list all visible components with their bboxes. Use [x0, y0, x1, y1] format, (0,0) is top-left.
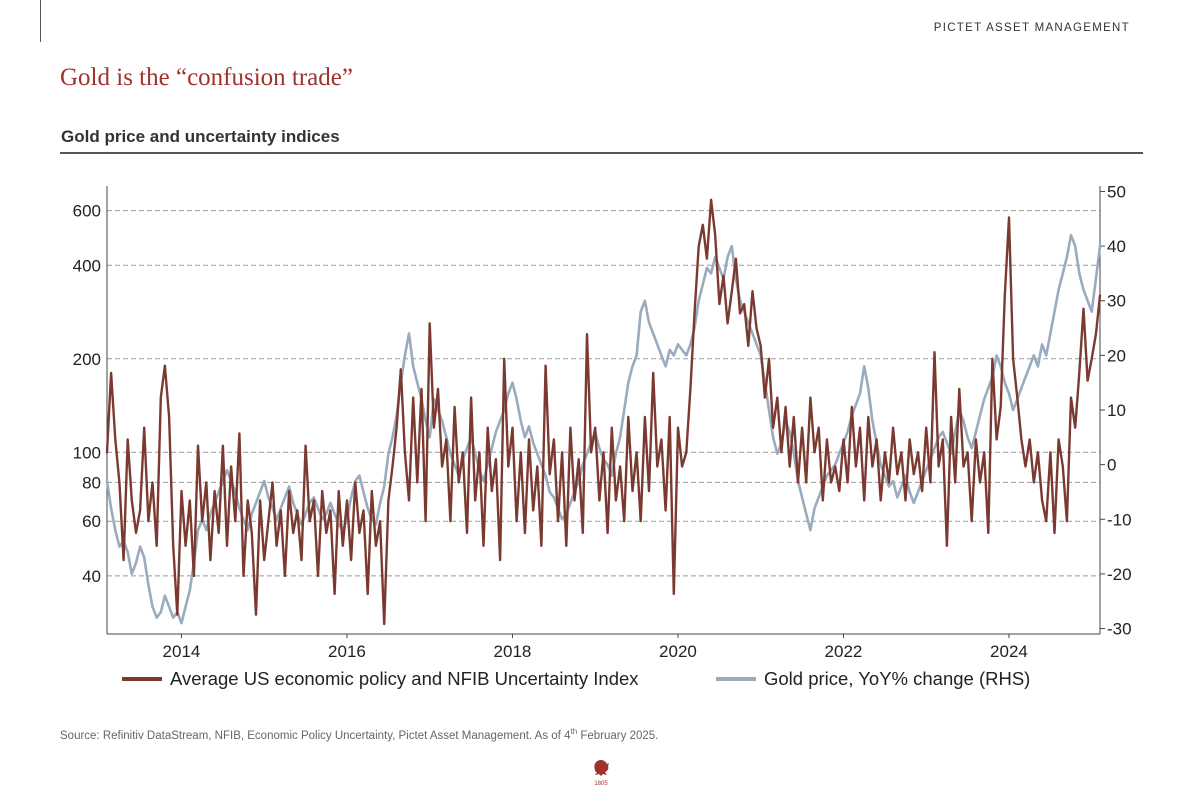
- left-axis-tick-label: 40: [82, 567, 101, 586]
- series-line-policy-uncertainty: [105, 198, 1102, 626]
- legend-swatch-policy: [122, 677, 162, 681]
- legend: Average US economic policy and NFIB Unce…: [0, 668, 1200, 696]
- x-axis-tick-label: 2024: [990, 642, 1028, 661]
- right-axis-tick-label: -20: [1107, 565, 1132, 584]
- brand-name: PICTET ASSET MANAGEMENT: [933, 22, 1130, 34]
- legend-label-gold: Gold price, YoY% change (RHS): [764, 668, 1031, 689]
- left-margin-rule: [40, 0, 41, 42]
- legend-label-policy: Average US economic policy and NFIB Unce…: [170, 668, 639, 689]
- source-note: Source: Refinitiv DataStream, NFIB, Econ…: [60, 727, 659, 742]
- chart: 40 60 80 100 200 400 600 -30 -20 -10 0 10 20 30 40 50 20…: [73, 182, 1132, 661]
- left-axis-tick-label: 80: [82, 473, 101, 492]
- x-axis-tick-label: 2014: [163, 642, 201, 661]
- subtitle-rule: [60, 152, 1143, 154]
- right-axis-tick-label: 50: [1107, 182, 1126, 201]
- left-axis-tick-label: 60: [82, 512, 101, 531]
- right-axis-tick-label: -10: [1107, 510, 1132, 529]
- left-axis-tick-label: 100: [73, 443, 101, 462]
- right-axis-tick-label: 30: [1107, 292, 1126, 311]
- x-axis-tick-label: 2016: [328, 642, 366, 661]
- legend-item-policy: Average US economic policy and NFIB Unce…: [122, 668, 639, 690]
- logo-year: 1805: [594, 781, 608, 787]
- pictet-logo: 1805: [594, 760, 609, 787]
- left-axis-tick-label: 600: [73, 202, 101, 221]
- logo-emblem: [594, 760, 609, 776]
- right-axis-tick-label: -30: [1107, 620, 1132, 639]
- right-axis-tick-label: 40: [1107, 237, 1126, 256]
- x-axis-tick-label: 2018: [494, 642, 532, 661]
- legend-swatch-gold: [716, 677, 756, 681]
- page-title: Gold is the “confusion trade”: [60, 64, 353, 91]
- legend-item-gold: Gold price, YoY% change (RHS): [716, 668, 1030, 690]
- x-axis-tick-label: 2020: [659, 642, 697, 661]
- chart-subtitle: Gold price and uncertainty indices: [61, 127, 340, 146]
- right-axis-tick-label: 10: [1107, 401, 1126, 420]
- right-axis-tick-label: 0: [1107, 456, 1116, 475]
- left-axis-tick-label: 400: [73, 256, 101, 275]
- left-axis-tick-label: 200: [73, 350, 101, 369]
- x-axis-tick-label: 2022: [825, 642, 863, 661]
- right-axis-tick-label: 20: [1107, 346, 1126, 365]
